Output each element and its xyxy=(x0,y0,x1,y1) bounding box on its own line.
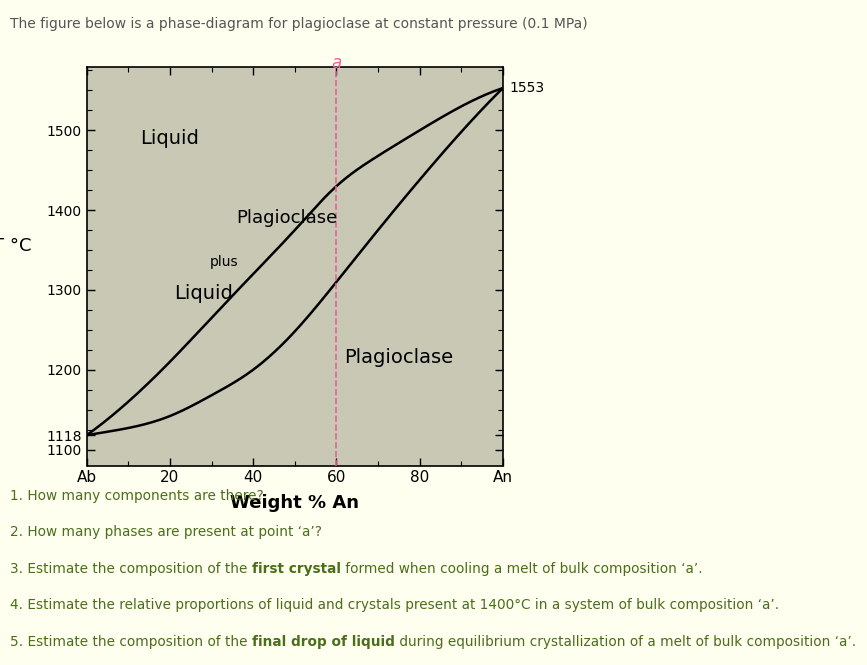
Text: plus: plus xyxy=(210,255,238,269)
Text: 1. How many components are there?: 1. How many components are there? xyxy=(10,489,264,503)
Text: formed when cooling a melt of bulk composition ‘a’.: formed when cooling a melt of bulk compo… xyxy=(341,562,703,576)
Text: 3. Estimate the composition of the: 3. Estimate the composition of the xyxy=(10,562,252,576)
Text: Plagioclase: Plagioclase xyxy=(344,348,453,367)
Text: a: a xyxy=(331,54,342,72)
Text: 1553: 1553 xyxy=(509,81,544,95)
Text: during equilibrium crystallization of a melt of bulk composition ‘a’.: during equilibrium crystallization of a … xyxy=(395,635,857,649)
X-axis label: Weight % An: Weight % An xyxy=(231,493,359,511)
Text: final drop of liquid: final drop of liquid xyxy=(252,635,395,649)
Text: Liquid: Liquid xyxy=(173,285,232,303)
Text: first crystal: first crystal xyxy=(252,562,341,576)
Text: Plagioclase: Plagioclase xyxy=(236,209,337,227)
Text: T °C: T °C xyxy=(0,237,31,255)
Text: 2. How many phases are present at point ‘a’?: 2. How many phases are present at point … xyxy=(10,525,323,539)
Text: Liquid: Liquid xyxy=(140,129,199,148)
Text: 5. Estimate the composition of the: 5. Estimate the composition of the xyxy=(10,635,252,649)
Text: The figure below is a phase-diagram for plagioclase at constant pressure (0.1 MP: The figure below is a phase-diagram for … xyxy=(10,17,588,31)
Text: 4. Estimate the relative proportions of liquid and crystals present at 1400°C in: 4. Estimate the relative proportions of … xyxy=(10,598,779,612)
